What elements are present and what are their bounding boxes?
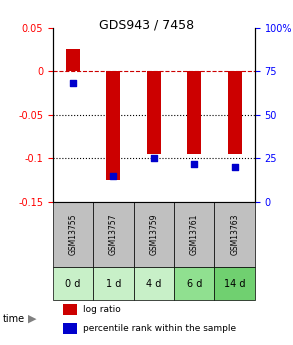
Text: GSM13763: GSM13763 — [230, 214, 239, 255]
Bar — [106, 71, 120, 180]
Bar — [66, 49, 80, 71]
Text: 4 d: 4 d — [146, 279, 161, 289]
FancyBboxPatch shape — [53, 267, 93, 300]
FancyBboxPatch shape — [134, 267, 174, 300]
Point — [71, 81, 75, 86]
Bar — [187, 71, 201, 154]
FancyBboxPatch shape — [174, 202, 214, 267]
Text: 0 d: 0 d — [65, 279, 81, 289]
Text: 6 d: 6 d — [187, 279, 202, 289]
Text: GDS943 / 7458: GDS943 / 7458 — [99, 19, 194, 32]
Point — [232, 164, 237, 170]
FancyBboxPatch shape — [214, 267, 255, 300]
FancyBboxPatch shape — [174, 267, 214, 300]
Point — [192, 161, 197, 166]
Text: ▶: ▶ — [28, 314, 36, 324]
Point — [151, 156, 156, 161]
Bar — [228, 71, 242, 154]
FancyBboxPatch shape — [134, 202, 174, 267]
Point — [111, 173, 116, 178]
Text: GSM13755: GSM13755 — [69, 214, 77, 255]
FancyBboxPatch shape — [93, 267, 134, 300]
FancyBboxPatch shape — [93, 202, 134, 267]
Text: GSM13759: GSM13759 — [149, 214, 158, 255]
Bar — [63, 323, 77, 334]
FancyBboxPatch shape — [53, 202, 93, 267]
Text: time: time — [3, 314, 25, 324]
FancyBboxPatch shape — [214, 202, 255, 267]
Text: 1 d: 1 d — [106, 279, 121, 289]
Text: log ratio: log ratio — [83, 305, 121, 314]
Text: GSM13761: GSM13761 — [190, 214, 199, 255]
Text: percentile rank within the sample: percentile rank within the sample — [83, 324, 236, 333]
Bar — [63, 304, 77, 315]
Text: GSM13757: GSM13757 — [109, 214, 118, 255]
Text: 14 d: 14 d — [224, 279, 246, 289]
Bar — [147, 71, 161, 154]
